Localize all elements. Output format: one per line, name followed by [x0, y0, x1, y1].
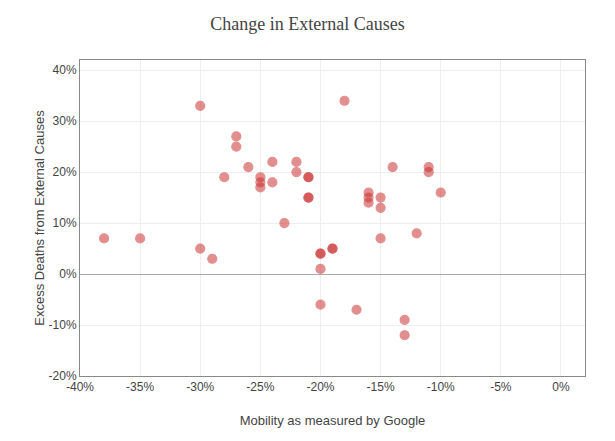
svg-text:0%: 0%	[59, 267, 77, 281]
svg-text:30%: 30%	[53, 114, 77, 128]
svg-text:-15%: -15%	[367, 380, 395, 394]
svg-text:Change in External Causes: Change in External Causes	[210, 14, 404, 34]
svg-text:-25%: -25%	[246, 380, 274, 394]
svg-text:-5%: -5%	[490, 380, 512, 394]
svg-text:-20%: -20%	[49, 369, 77, 383]
svg-text:40%: 40%	[53, 63, 77, 77]
svg-text:20%: 20%	[53, 165, 77, 179]
svg-text:-10%: -10%	[427, 380, 455, 394]
svg-text:Excess Deaths from External Ca: Excess Deaths from External Causes	[32, 110, 47, 326]
svg-text:Mobility as measured by Google: Mobility as measured by Google	[240, 413, 426, 428]
svg-text:10%: 10%	[53, 216, 77, 230]
svg-text:-30%: -30%	[186, 380, 214, 394]
svg-text:-35%: -35%	[126, 380, 154, 394]
svg-text:-20%: -20%	[306, 380, 334, 394]
svg-text:-40%: -40%	[66, 380, 94, 394]
svg-text:0%: 0%	[552, 380, 570, 394]
svg-text:-10%: -10%	[49, 318, 77, 332]
